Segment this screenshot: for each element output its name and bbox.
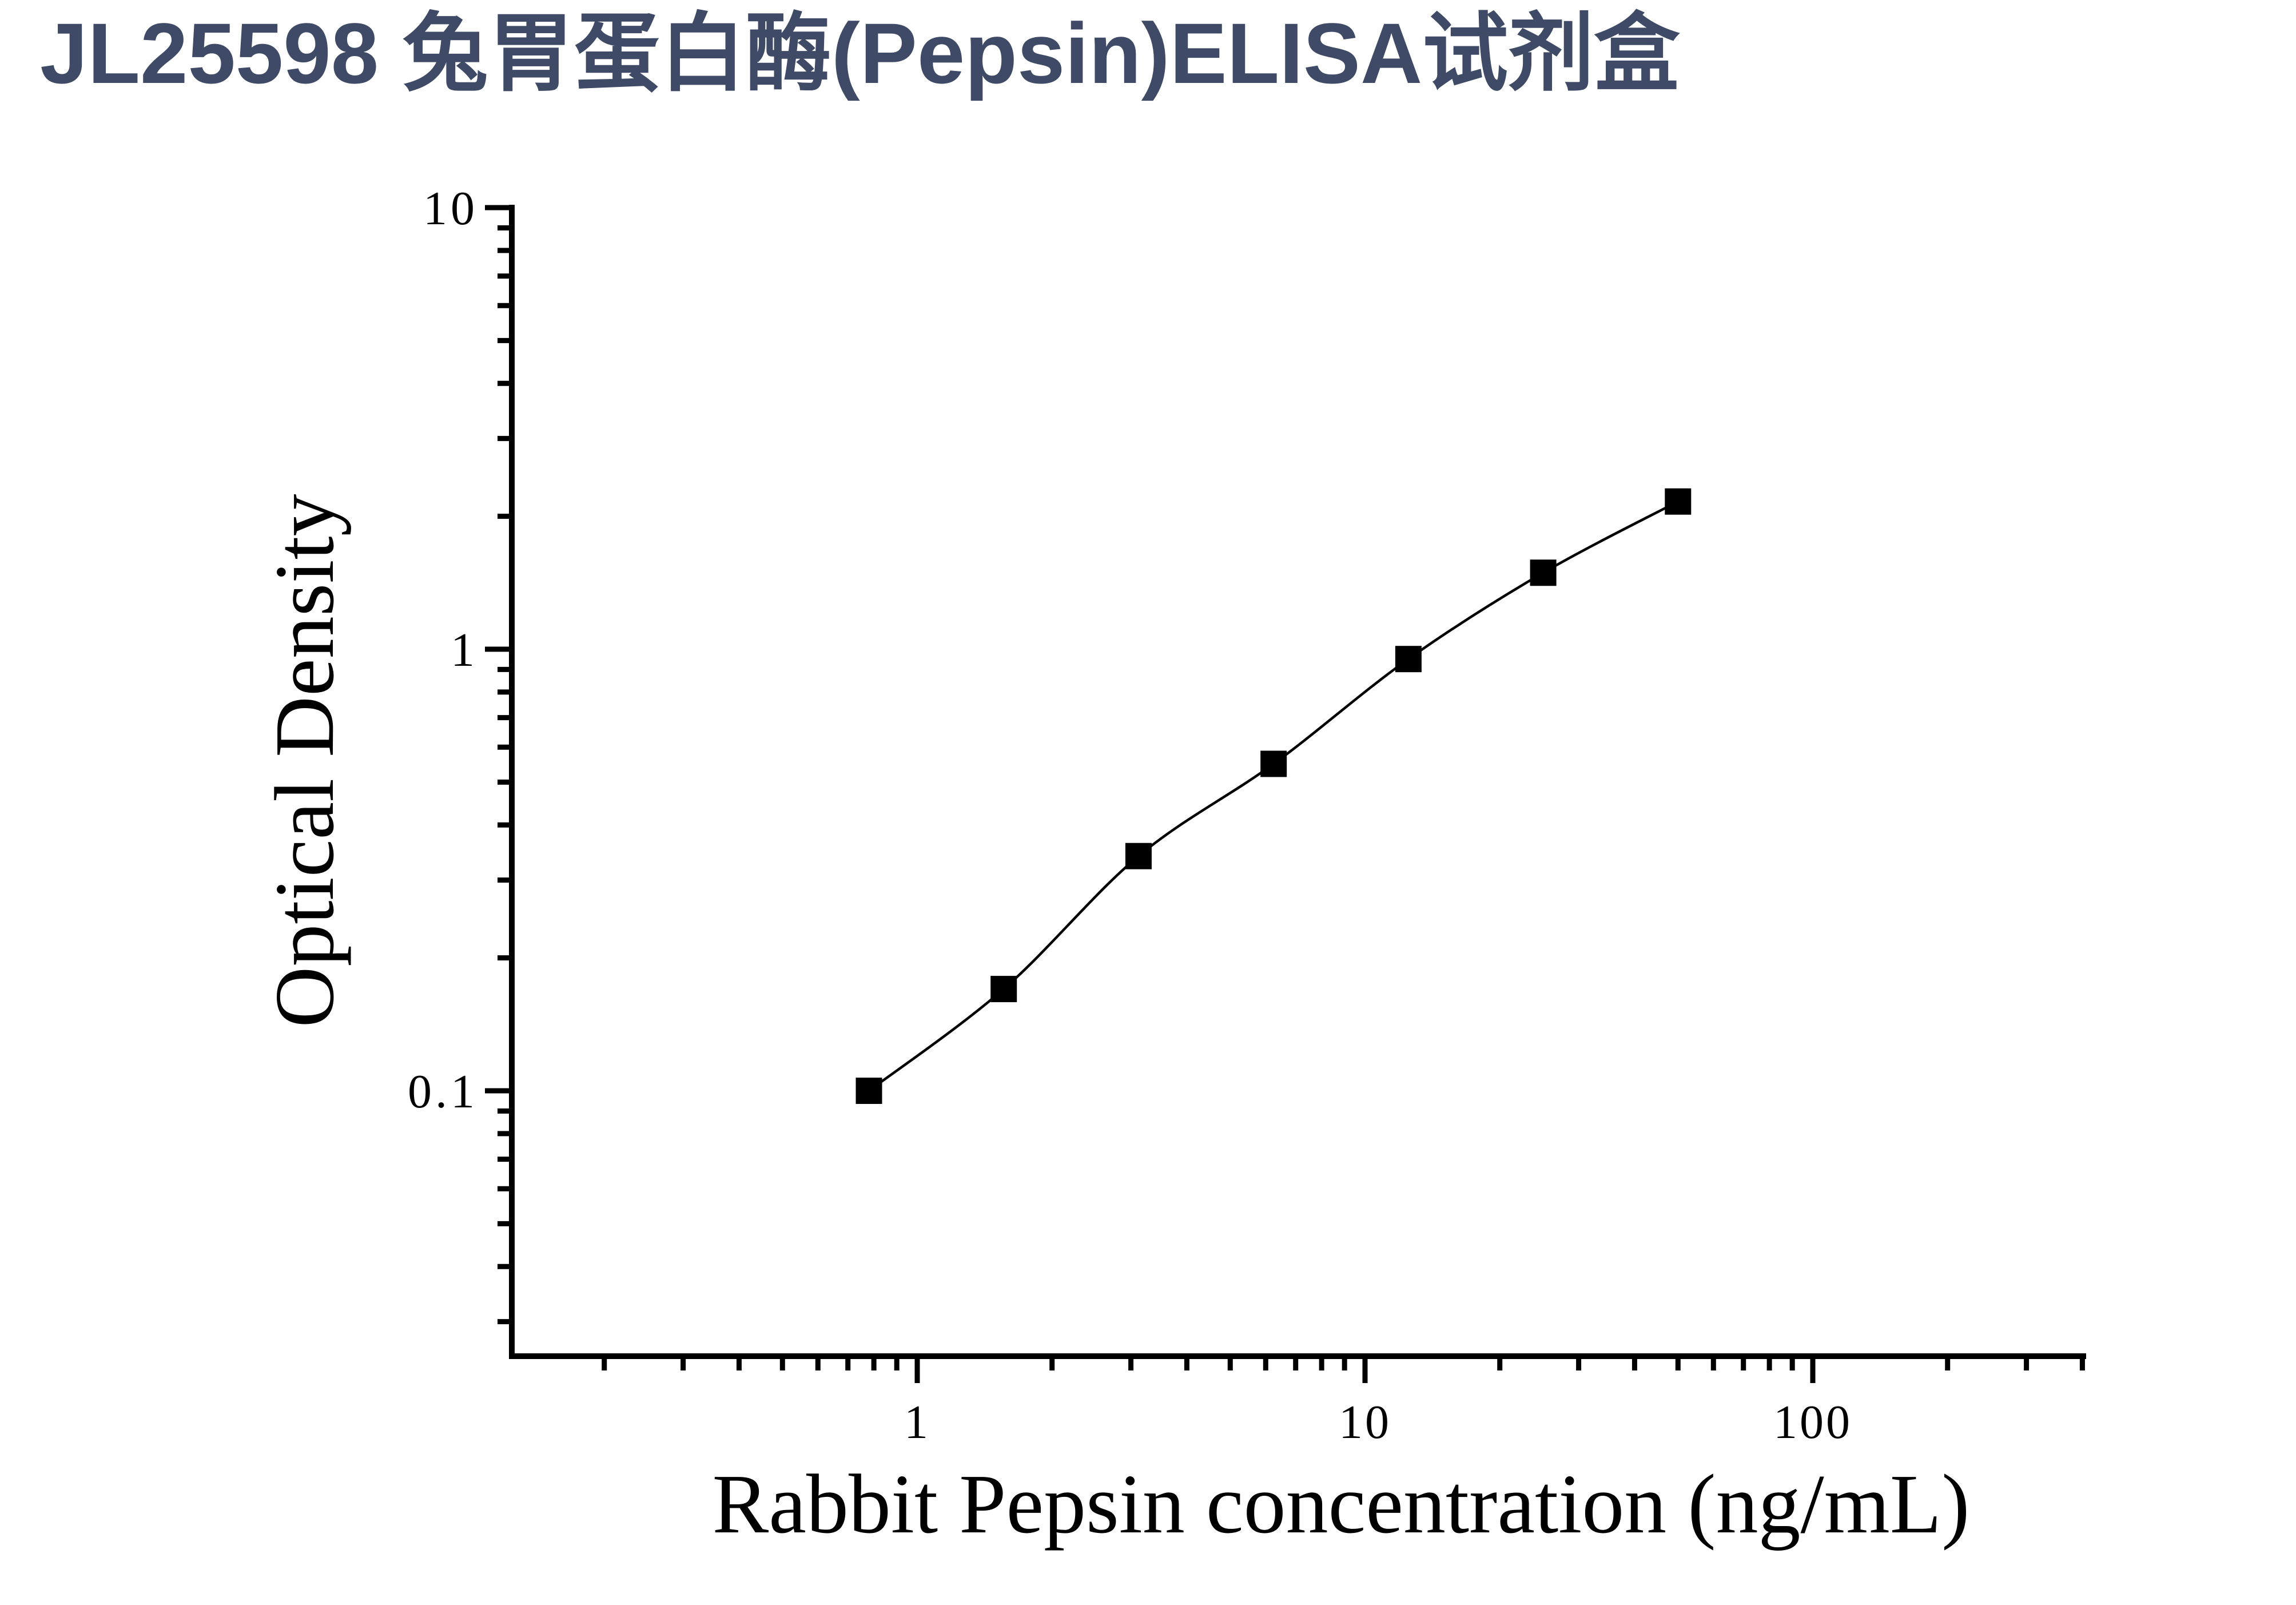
- y-tick-label: 1: [451, 623, 478, 677]
- data-point-marker: [990, 976, 1017, 1003]
- data-point-marker: [1530, 559, 1557, 586]
- chart-title: JL25598 兔胃蛋白酶(Pepsin)ELISA试剂盒: [40, 5, 1680, 101]
- data-point-marker: [1395, 646, 1422, 673]
- data-point-marker: [855, 1078, 882, 1104]
- data-point-marker: [1260, 750, 1287, 777]
- data-point-marker: [1125, 843, 1152, 869]
- x-tick-label: 10: [1339, 1396, 1391, 1449]
- x-tick-label: 100: [1773, 1396, 1852, 1449]
- x-tick-label: 1: [904, 1396, 930, 1449]
- x-axis-title: Rabbit Pepsin concentration (ng/mL): [712, 1457, 1970, 1551]
- y-tick-label: 10: [423, 182, 478, 235]
- data-point-marker: [1665, 488, 1692, 515]
- y-tick-label: 0.1: [408, 1065, 478, 1118]
- standard-curve-line: [868, 500, 1679, 1092]
